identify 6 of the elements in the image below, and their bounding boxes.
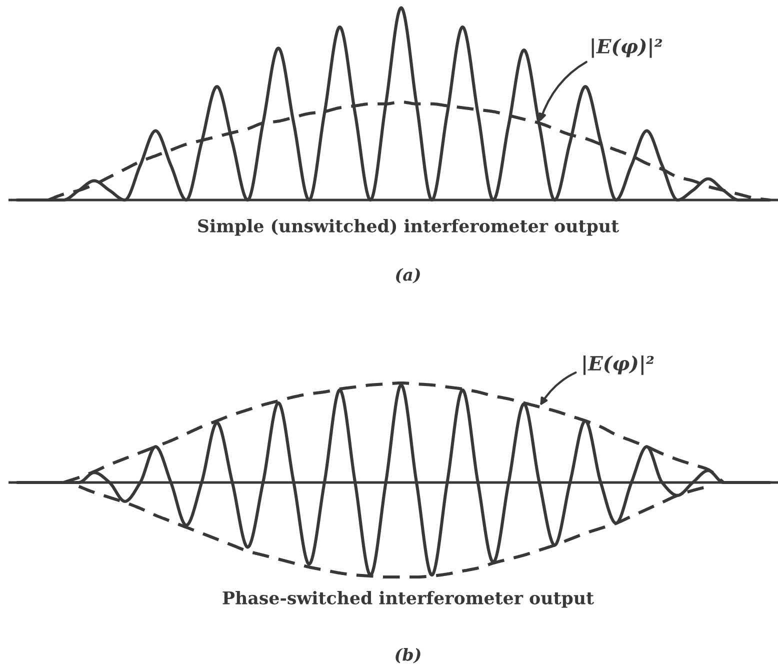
x-axis-title: Phase-switched interferometer output xyxy=(222,591,594,608)
text: (b) xyxy=(396,648,420,664)
text: |E(φ)|² xyxy=(584,355,654,375)
x-axis-title: Simple (unswitched) interferometer output xyxy=(198,219,619,236)
text: |E(φ)|² xyxy=(592,38,662,58)
text: (a) xyxy=(396,268,420,284)
